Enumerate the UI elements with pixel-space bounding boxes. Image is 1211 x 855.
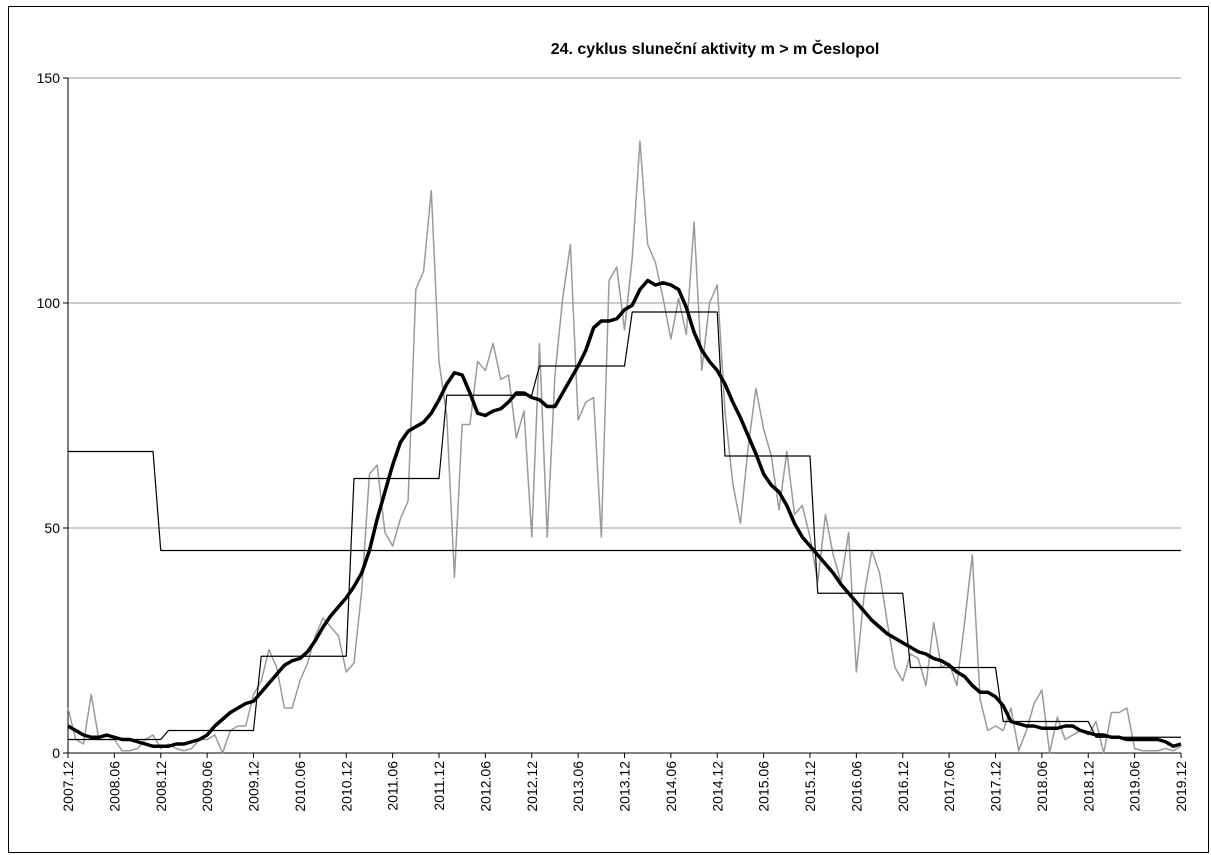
x-tick-label: 2012.06	[477, 761, 493, 812]
series-line	[67, 140, 1182, 754]
x-tick-label: 2010.12	[338, 761, 354, 812]
x-tick-label: 2019.12	[1173, 761, 1189, 812]
x-tick-label: 2012.12	[524, 761, 540, 812]
x-tick-label: 2015.06	[756, 761, 772, 812]
x-tick-label: 2008.12	[153, 761, 169, 812]
series-line	[67, 278, 1182, 748]
x-tick-label: 2007.12	[60, 761, 76, 812]
x-tick-label: 2009.12	[246, 761, 262, 812]
x-tick-label: 2016.12	[895, 761, 911, 812]
x-tick-label: 2014.12	[709, 761, 725, 812]
x-tick-label: 2010.06	[292, 761, 308, 812]
x-tick-label: 2019.06	[1127, 761, 1143, 812]
x-tick-label: 2018.12	[1080, 761, 1096, 812]
x-tick-label: 2014.06	[663, 761, 679, 812]
y-tick-label: 50	[44, 520, 60, 536]
x-tick-label: 2017.12	[988, 761, 1004, 812]
y-tick-label: 100	[37, 295, 61, 311]
series-line	[68, 450, 1181, 552]
y-tick-label: 150	[37, 70, 61, 86]
series-line	[68, 311, 1181, 741]
x-tick-label: 2016.06	[848, 761, 864, 812]
x-tick-label: 2017.06	[941, 761, 957, 812]
x-tick-label: 2008.06	[106, 761, 122, 812]
y-tick-label: 0	[52, 745, 60, 761]
chart-frame	[8, 6, 1209, 853]
x-tick-label: 2015.12	[802, 761, 818, 812]
x-tick-label: 2009.06	[199, 761, 215, 812]
x-tick-label: 2013.12	[617, 761, 633, 812]
x-tick-label: 2011.06	[385, 761, 401, 811]
x-tick-label: 2013.06	[570, 761, 586, 812]
chart-title: 24. cyklus sluneční aktivity m > m Česlo…	[551, 39, 880, 58]
x-tick-label: 2018.06	[1034, 761, 1050, 812]
x-tick-label: 2011.12	[431, 761, 447, 811]
